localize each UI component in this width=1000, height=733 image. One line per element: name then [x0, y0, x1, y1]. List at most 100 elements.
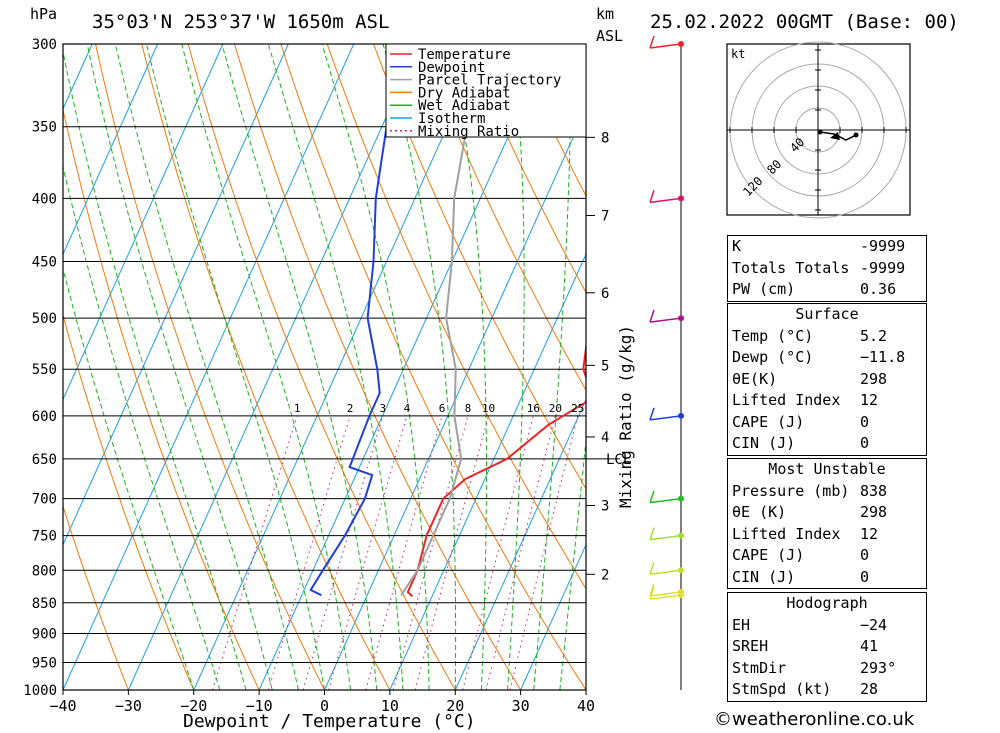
hodograph-table-title: Hodograph	[786, 594, 868, 612]
row-value: 5.2	[860, 326, 888, 345]
legend-label: Isotherm	[418, 111, 485, 127]
isotherm-line	[63, 44, 289, 546]
x-tick-label: 20	[446, 697, 464, 715]
mixing-ratio-label: 25	[571, 402, 584, 415]
hodograph-unit: kt	[731, 47, 745, 61]
table-row: Temp (°C) 5.2	[728, 326, 926, 348]
row-label: StmSpd (kt)	[732, 680, 832, 698]
row-value: 0	[860, 412, 870, 431]
x-tick-label: 40	[577, 697, 595, 715]
dry-adiabat-line	[373, 44, 586, 490]
storm-motion-marker	[830, 132, 840, 140]
wet-adiabat-line	[507, 44, 525, 690]
km-tick-label: 3	[601, 498, 609, 514]
wind-barbs	[649, 35, 684, 690]
row-label: θE (K)	[732, 503, 787, 521]
hodograph-point	[817, 129, 823, 135]
km-tick-label: 6	[601, 286, 609, 302]
plot-frame	[62, 43, 587, 691]
dry-adiabat-line	[63, 504, 129, 690]
surface-table: Surface Temp (°C) 5.2 Dewp (°C) −11.8 θE(K) 2…	[727, 303, 927, 456]
wet-adiabat-line	[146, 44, 325, 690]
isotherm-line	[127, 44, 420, 690]
barb-staff	[649, 43, 682, 49]
wet-adiabat-line	[533, 44, 572, 690]
mixing-ratio-label: 4	[404, 402, 411, 415]
km-tick-label: 4	[601, 430, 609, 446]
axis-labels: 3003504004505005506006507007508008509009…	[23, 37, 631, 715]
series-dewpoint	[309, 44, 421, 597]
table-row: Pressure (mb) 838	[728, 481, 926, 503]
row-value: 12	[860, 524, 879, 543]
row-label: Totals Totals	[732, 258, 850, 277]
barb-flag	[649, 583, 655, 597]
mixing-ratio-label: 16	[527, 402, 540, 415]
legend-label: Parcel Trajectory	[418, 73, 561, 89]
pressure-unit-label: hPa	[30, 5, 57, 23]
dry-adiabat-line	[187, 44, 456, 690]
table-row: CAPE (J) 0	[728, 412, 926, 434]
y-tick-label: 850	[32, 596, 57, 612]
credit-text: ©weatheronline.co.uk	[714, 709, 915, 730]
legend-label: Dry Adiabat	[418, 85, 511, 101]
barb-flag	[649, 309, 655, 323]
row-label: θE(K)	[732, 369, 778, 388]
table-row: CIN (J) 0	[728, 567, 926, 589]
dry-adiabat-line	[95, 44, 325, 690]
row-label: Lifted Index	[732, 391, 841, 409]
series-parcel-trajectory	[400, 44, 486, 596]
table-row: Lifted Index 12	[728, 524, 926, 546]
row-value: 12	[860, 391, 879, 409]
profile-lines	[309, 44, 586, 598]
hodograph-table: Hodograph EH −24 SREH 41 StmDir 293° StmSpd (k…	[727, 592, 927, 702]
mixing-ratio-line	[212, 415, 298, 690]
row-label: CIN (J)	[732, 434, 796, 452]
row-value: −24	[860, 615, 888, 634]
row-value: 293°	[860, 658, 897, 677]
wet-adiabat-line	[181, 44, 352, 690]
row-value: 298	[860, 369, 888, 388]
wet-adiabat-line	[321, 44, 430, 690]
y-tick-label: 750	[32, 529, 57, 545]
isotherm-line	[63, 44, 355, 690]
mixing-ratio-label: 6	[439, 402, 446, 415]
x-tick-label: −40	[49, 697, 76, 715]
isotherm-line	[258, 44, 551, 690]
y-tick-label: 300	[32, 37, 57, 53]
legend-box	[385, 43, 587, 138]
x-tick-label: 10	[381, 697, 399, 715]
most-unstable-table: Most Unstable Pressure (mb) 838 θE (K) 298 L…	[727, 458, 927, 589]
km-tick-label: 2	[601, 567, 609, 583]
row-label: CAPE (J)	[732, 412, 805, 431]
lcl-label: LCL	[606, 452, 631, 468]
table-row: CIN (J) 0	[728, 433, 926, 455]
row-value: 41	[860, 637, 879, 655]
row-label: Pressure (mb)	[732, 481, 850, 500]
y-tick-label: 350	[32, 120, 57, 136]
barb-flag	[649, 490, 655, 503]
barb-staff	[649, 591, 682, 597]
row-value: 0.36	[860, 280, 897, 298]
table-row: θE (K) 298	[728, 502, 926, 524]
isotherm-line	[454, 398, 586, 690]
barb-staff	[649, 569, 682, 576]
wet-adiabat-line	[448, 44, 487, 690]
surface-title: Surface	[795, 305, 859, 323]
mixing-ratio-line	[267, 415, 351, 690]
y-tick-label: 700	[32, 492, 57, 508]
row-label: Temp (°C)	[732, 326, 814, 345]
asl-unit-label: ASL	[596, 27, 623, 45]
mixing-ratio-line	[365, 415, 443, 690]
km-tick-label: 5	[601, 358, 609, 374]
x-tick-label: −10	[246, 697, 273, 715]
mixing-ratio-label: 1	[294, 402, 301, 415]
mixing-ratio-line	[328, 415, 408, 690]
table-row: SREH 41	[728, 636, 926, 658]
row-value: -9999	[860, 258, 906, 277]
row-value: 0	[860, 546, 870, 564]
mixing-ratio-label: 20	[549, 402, 562, 415]
isotherm-line	[0, 44, 27, 690]
barb-flag	[649, 527, 655, 540]
